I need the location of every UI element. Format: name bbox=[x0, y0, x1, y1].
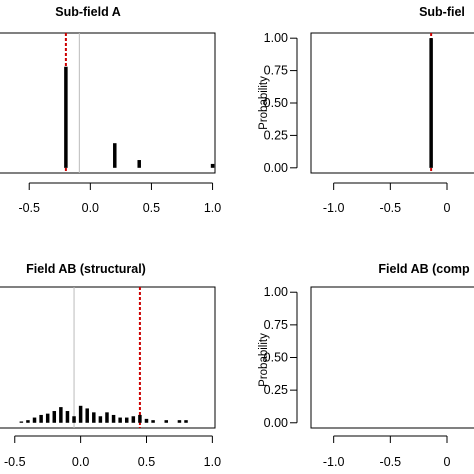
panel-field-ab-structural: Field AB (structural) -0.5 0.0 0.5 1.0 bbox=[0, 262, 221, 469]
y-tick-label: 0.75 bbox=[264, 318, 288, 332]
panel-field-ab-comp: Field AB (comp Probability -1.0 -0.5 0 0.00… bbox=[258, 262, 474, 469]
panel-sub-field-a: Sub-field A -0.5 0.0 0.5 1.0 bbox=[0, 5, 221, 215]
plot-frame bbox=[0, 32, 216, 174]
x-tick-label: 1.0 bbox=[204, 201, 221, 215]
panel-sub-field-b: Sub-fiel Probability -1.0 -0.5 0 0.00 0.25 0.… bbox=[258, 5, 474, 215]
x-tick-label: 0 bbox=[444, 201, 451, 215]
y-axis-label: Probability bbox=[258, 333, 270, 387]
y-tick-label: 0.00 bbox=[264, 416, 288, 430]
marks-layer: -1.0 -0.5 0 0.00 0.25 0.50 0.75 1.00 bbox=[264, 31, 451, 215]
x-tick-label: -1.0 bbox=[323, 455, 345, 469]
panel-title: Field AB (comp bbox=[378, 262, 470, 276]
panel-title: Field AB (structural) bbox=[26, 262, 146, 276]
marks-layer: -1.0 -0.5 0 0.00 0.25 0.50 0.75 1.00 bbox=[264, 285, 451, 469]
marks-layer: -0.5 0.0 0.5 1.0 bbox=[18, 33, 221, 215]
y-axis-label: Probability bbox=[258, 76, 270, 130]
y-tick-label: 1.00 bbox=[264, 285, 288, 299]
x-tick-label: 0.0 bbox=[72, 455, 89, 469]
y-tick-label: 0.75 bbox=[264, 64, 288, 78]
x-tick-label: 0.5 bbox=[143, 201, 160, 215]
y-tick-label: 1.00 bbox=[264, 31, 288, 45]
y-tick-label: 0.25 bbox=[264, 128, 288, 142]
x-tick-label: -1.0 bbox=[323, 201, 345, 215]
x-tick-label: 0.0 bbox=[82, 201, 99, 215]
plot-frame bbox=[0, 286, 216, 429]
x-tick-label: -0.5 bbox=[4, 455, 26, 469]
y-tick-label: 0.50 bbox=[264, 96, 288, 110]
x-tick-label: 0.5 bbox=[138, 455, 155, 469]
x-tick-label: -0.5 bbox=[18, 201, 40, 215]
panel-title: Sub-field A bbox=[55, 5, 121, 19]
plot-frame bbox=[310, 32, 474, 174]
plot-frame bbox=[310, 286, 474, 429]
y-tick-label: 0.25 bbox=[264, 383, 288, 397]
panel-title: Sub-fiel bbox=[419, 5, 465, 19]
x-tick-label: 1.0 bbox=[204, 455, 221, 469]
x-tick-label: -0.5 bbox=[380, 201, 402, 215]
marks-layer: -0.5 0.0 0.5 1.0 bbox=[4, 287, 221, 469]
x-tick-label: -0.5 bbox=[380, 455, 402, 469]
y-tick-label: 0.00 bbox=[264, 161, 288, 175]
x-tick-label: 0 bbox=[444, 455, 451, 469]
y-tick-label: 0.50 bbox=[264, 351, 288, 365]
